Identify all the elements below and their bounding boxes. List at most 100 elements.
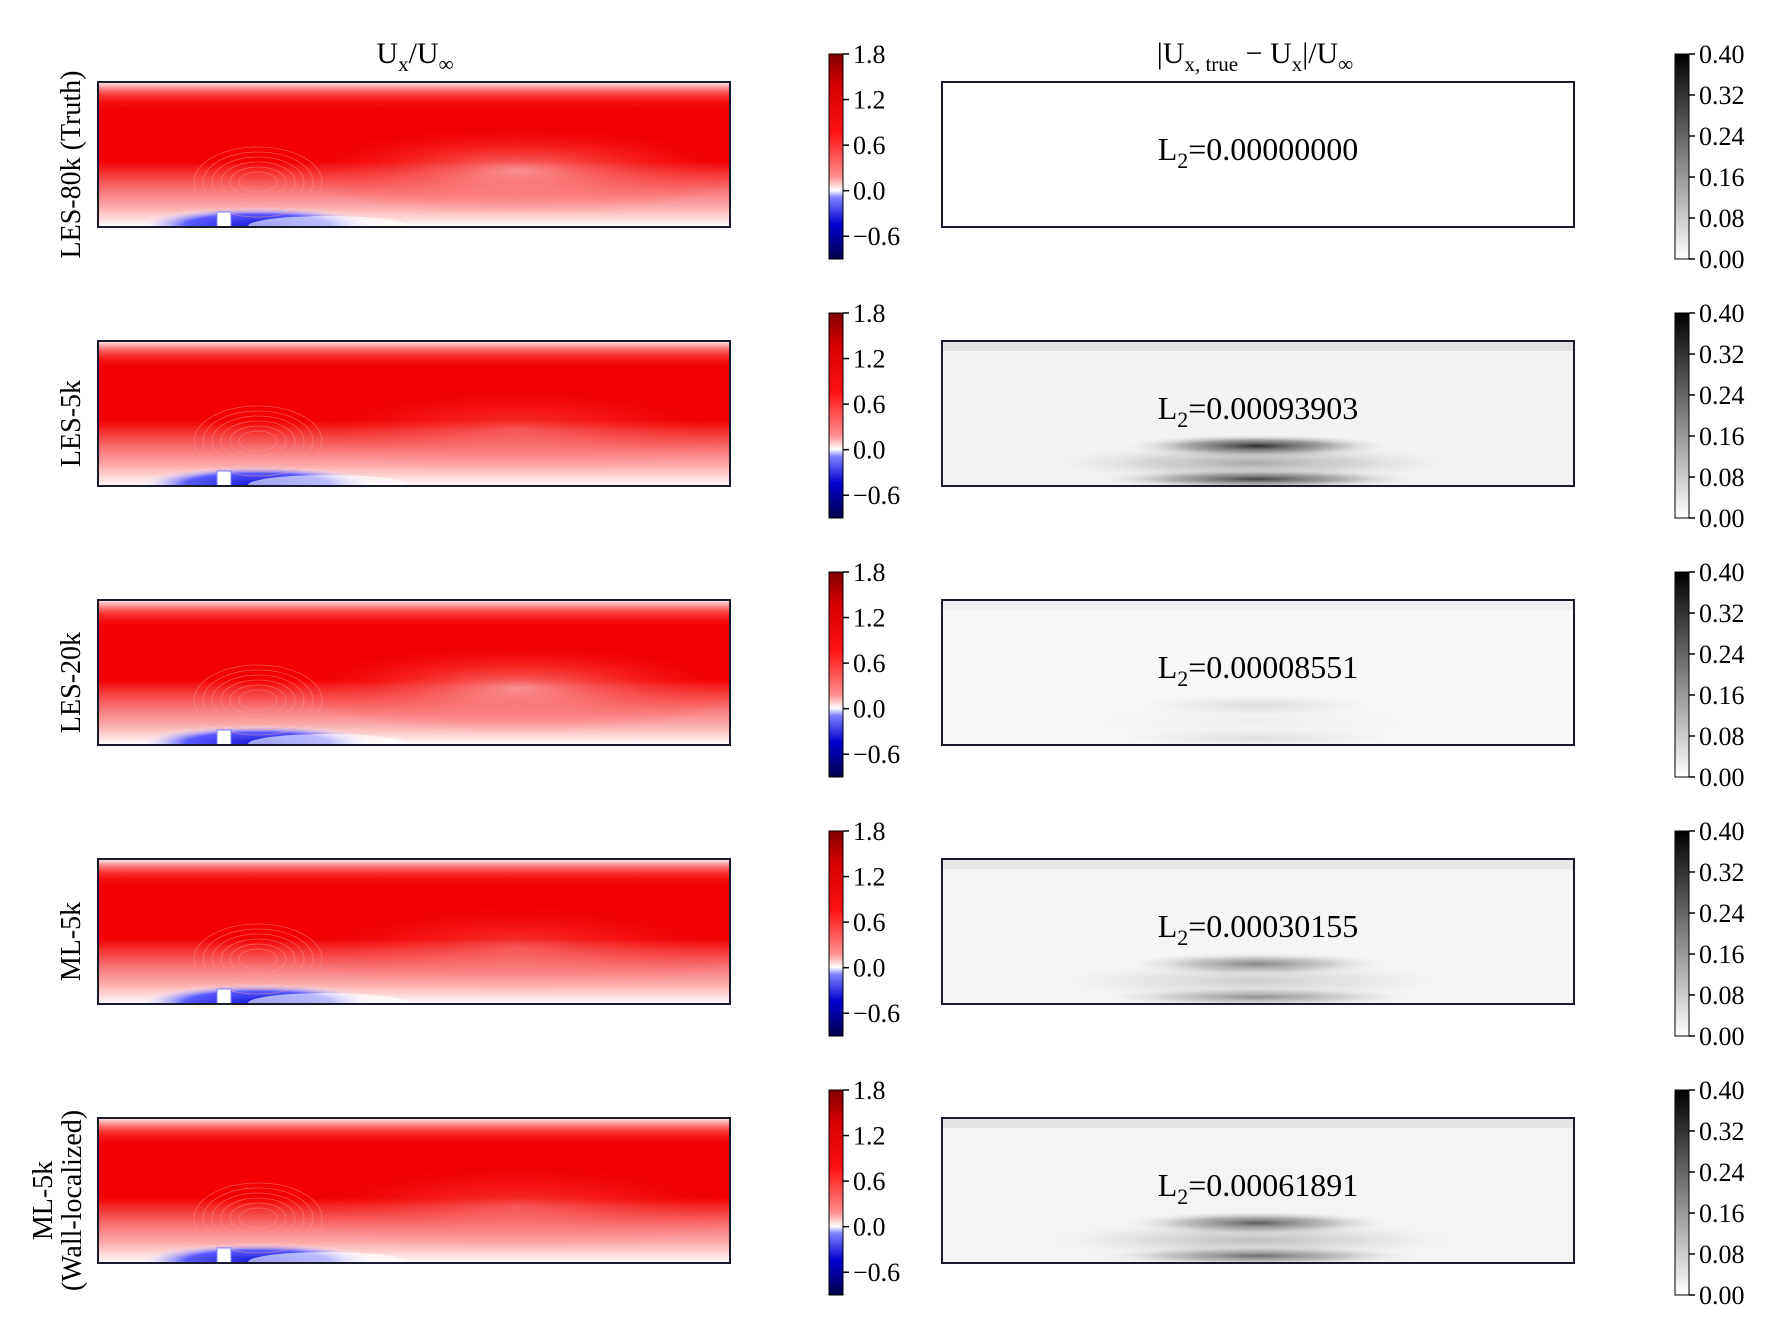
row-label: LES-20k xyxy=(56,632,87,733)
row-2: LES-5k1.81.20.60.0−0.6L2=0.000939030.400… xyxy=(56,299,1745,533)
velocity-colorbar: 1.8 1.2 0.6 0.0 −0.6 xyxy=(828,558,900,778)
velocity-panel-frame xyxy=(97,858,731,1005)
colorbar-tick-label: 0.08 xyxy=(1699,1240,1745,1269)
colorbar-tick-label: 0.32 xyxy=(1699,599,1745,628)
obstacle xyxy=(216,470,232,487)
colorbar-tick-label: 0.00 xyxy=(1699,1022,1745,1051)
velocity-panel xyxy=(97,81,731,228)
velocity-panel xyxy=(97,858,731,1005)
obstacle xyxy=(216,211,232,228)
error-panel: L2=0.00061891 xyxy=(941,1117,1575,1264)
colorbar-tick-label: 0.40 xyxy=(1699,817,1745,846)
error-colorbar: 0.40 0.32 0.24 0.16 0.08 0.00 xyxy=(1674,1076,1745,1310)
velocity-panel-frame xyxy=(97,1117,731,1264)
velocity-colorbar-bar xyxy=(828,830,844,1037)
colorbar-tick-label: 0.16 xyxy=(1699,163,1745,192)
colorbar-tick-label: 0.0 xyxy=(853,436,886,465)
error-field xyxy=(942,82,1574,227)
row-label: (Wall-localized) xyxy=(57,1110,88,1291)
error-colorbar: 0.40 0.32 0.24 0.16 0.08 0.00 xyxy=(1674,817,1745,1051)
error-panel-frame xyxy=(941,81,1575,228)
colorbar-tick-label: 0.32 xyxy=(1699,1117,1745,1146)
obstacle xyxy=(216,988,232,1005)
velocity-colorbar-bar xyxy=(828,571,844,778)
error-panel-frame xyxy=(941,599,1575,746)
colorbar-tick-label: 0.6 xyxy=(853,131,886,160)
colorbar-tick-label: 0.6 xyxy=(853,649,886,678)
colorbar-tick-label: 1.2 xyxy=(853,604,886,633)
error-colorbar-bar xyxy=(1674,312,1690,519)
colorbar-tick-label: −0.6 xyxy=(853,1258,900,1287)
row-label: ML-5k xyxy=(28,1161,59,1240)
velocity-panel-frame xyxy=(97,81,731,228)
error-colorbar-bar xyxy=(1674,571,1690,778)
colorbar-tick-label: 0.40 xyxy=(1699,558,1745,587)
velocity-colorbar-bar xyxy=(828,53,844,260)
colorbar-tick-label: 0.32 xyxy=(1699,81,1745,110)
colorbar-tick-label: 0.00 xyxy=(1699,763,1745,792)
left-column-title: Ux/U∞ xyxy=(376,37,453,76)
right-column-title: |Ux, true − Ux|/U∞ xyxy=(1157,37,1353,76)
error-colorbar: 0.40 0.32 0.24 0.16 0.08 0.00 xyxy=(1674,558,1745,792)
velocity-panel xyxy=(97,1117,731,1264)
row-label: LES-80k (Truth) xyxy=(56,71,87,259)
obstacle xyxy=(216,1247,232,1264)
velocity-panel-frame xyxy=(97,340,731,487)
row-5: ML-5k(Wall-localized) 1.8 1.2 0.6 0.0 −0.6 L2=… xyxy=(28,1076,1745,1310)
row-3: LES-20k 1.8 1.2 0.6 0.0 −0.6 L2=0.00008551 0.40… xyxy=(56,558,1745,792)
colorbar-tick-label: 0.6 xyxy=(853,390,886,419)
colorbar-tick-label: 0.16 xyxy=(1699,681,1745,710)
error-colorbar-bar xyxy=(1674,1089,1690,1296)
velocity-panel-frame xyxy=(97,599,731,746)
colorbar-tick-label: 1.2 xyxy=(853,86,886,115)
colorbar-tick-label: 0.24 xyxy=(1699,1158,1745,1187)
colorbar-tick-label: 1.8 xyxy=(853,40,886,69)
velocity-colorbar-bar xyxy=(828,312,844,519)
colorbar-tick-label: 0.6 xyxy=(853,908,886,937)
row-label: ML-5k xyxy=(56,902,87,981)
colorbar-tick-label: 1.8 xyxy=(853,299,886,328)
colorbar-tick-label: 0.32 xyxy=(1699,858,1745,887)
error-panel-frame xyxy=(941,858,1575,1005)
colorbar-tick-label: 0.32 xyxy=(1699,340,1745,369)
error-panel: L2=0.00008551 xyxy=(941,599,1575,746)
colorbar-tick-label: 0.00 xyxy=(1699,504,1745,533)
l2-annotation: L2=0.00093903 xyxy=(1158,390,1359,432)
colorbar-tick-label: 0.16 xyxy=(1699,422,1745,451)
colorbar-tick-label: 0.08 xyxy=(1699,722,1745,751)
error-panel-frame xyxy=(941,1117,1575,1264)
colorbar-tick-label: 0.08 xyxy=(1699,204,1745,233)
colorbar-tick-label: 0.0 xyxy=(853,177,886,206)
colorbar-tick-label: 0.08 xyxy=(1699,463,1745,492)
obstacle xyxy=(216,729,232,746)
velocity-colorbar: 1.8 1.2 0.6 0.0 −0.6 xyxy=(828,817,900,1037)
velocity-panel xyxy=(97,599,731,746)
error-colorbar-bar xyxy=(1674,53,1690,260)
l2-annotation: L2=0.00030155 xyxy=(1158,908,1359,950)
error-panel-frame xyxy=(941,340,1575,487)
colorbar-tick-label: −0.6 xyxy=(853,481,900,510)
colorbar-tick-label: 0.40 xyxy=(1699,1076,1745,1105)
colorbar-tick-label: −0.6 xyxy=(853,740,900,769)
error-colorbar: 0.40 0.32 0.24 0.16 0.08 0.00 xyxy=(1674,40,1745,274)
error-colorbar-bar xyxy=(1674,830,1690,1037)
figure-rows: LES-80k (Truth) 1.8 1.2 0.6 0.0 −0.6 L2=0.0000… xyxy=(28,40,1745,1310)
row-4: ML-5k1.81.20.60.0−0.6L2=0.000301550.400.… xyxy=(56,817,1745,1051)
error-panel: L2=0.00093903 xyxy=(941,340,1575,487)
colorbar-tick-label: 0.24 xyxy=(1699,122,1745,151)
colorbar-tick-label: 1.2 xyxy=(853,345,886,374)
colorbar-tick-label: −0.6 xyxy=(853,999,900,1028)
error-panel: L2=0.00030155 xyxy=(941,858,1575,1005)
colorbar-tick-label: 0.00 xyxy=(1699,245,1745,274)
colorbar-tick-label: 0.16 xyxy=(1699,1199,1745,1228)
colorbar-tick-label: 0.08 xyxy=(1699,981,1745,1010)
velocity-colorbar-bar xyxy=(828,1089,844,1296)
row-label: LES-5k xyxy=(56,380,87,467)
l2-annotation: L2=0.00000000 xyxy=(1158,131,1359,173)
l2-annotation: L2=0.00061891 xyxy=(1158,1167,1359,1209)
colorbar-tick-label: 1.2 xyxy=(853,863,886,892)
error-panel: L2=0.00000000 xyxy=(941,81,1575,228)
colorbar-tick-label: −0.6 xyxy=(853,222,900,251)
velocity-colorbar: 1.8 1.2 0.6 0.0 −0.6 xyxy=(828,40,900,260)
